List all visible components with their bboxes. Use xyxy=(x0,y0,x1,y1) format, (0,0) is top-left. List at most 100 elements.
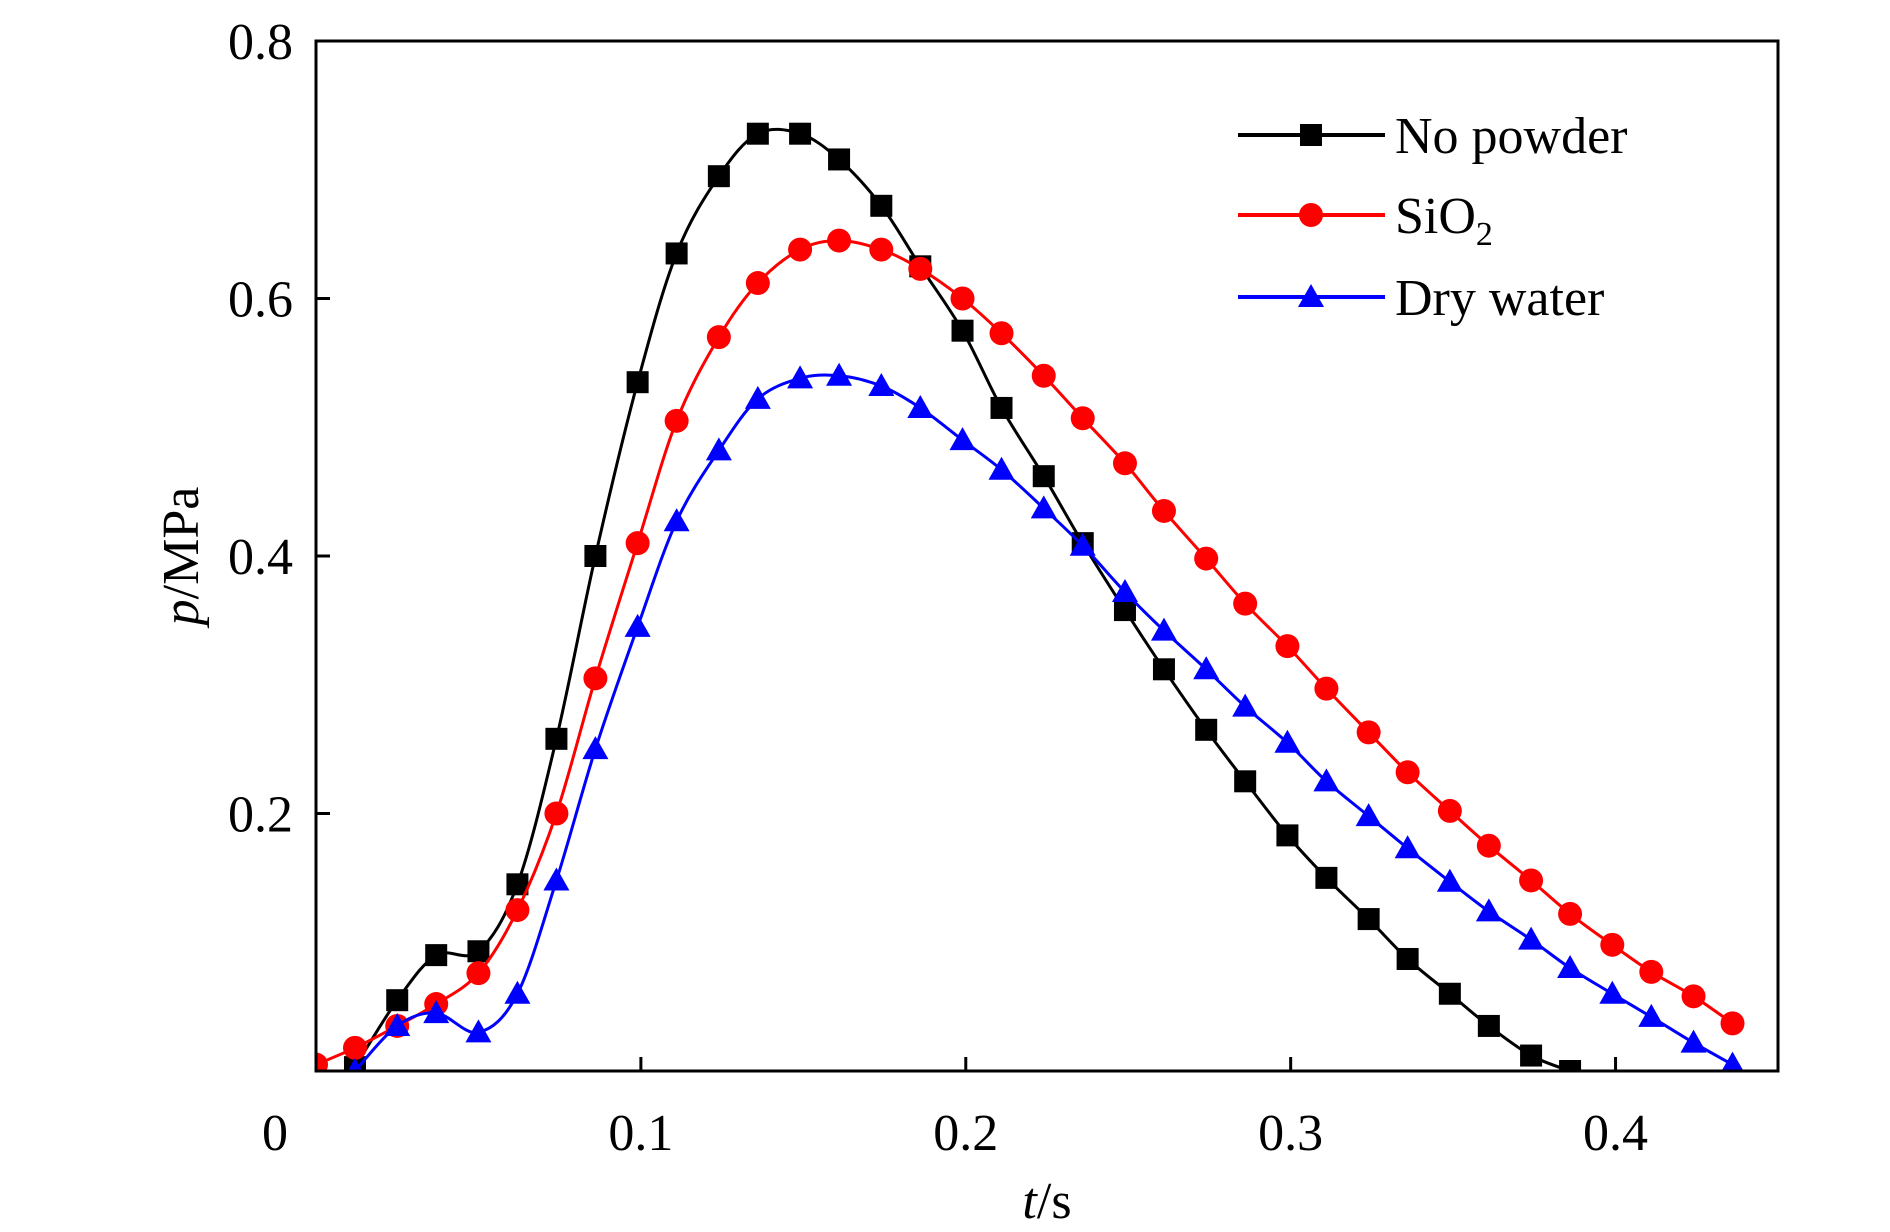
data-point-sio2-24 xyxy=(1275,634,1300,659)
x-tick-label-0: 0 xyxy=(262,1105,288,1162)
data-point-no-powder-22 xyxy=(1234,770,1257,793)
data-point-no-powder-20 xyxy=(1152,658,1175,681)
data-point-sio2-12 xyxy=(788,237,813,262)
y-tick-label-3: 0.8 xyxy=(228,14,293,71)
data-point-no-powder-9 xyxy=(707,165,730,188)
series-sio2 xyxy=(316,228,1745,1071)
legend: No powder SiO2 Dry water xyxy=(1238,108,1628,327)
data-point-no-powder-1 xyxy=(386,989,409,1012)
x-axis-label-unit: /s xyxy=(1037,1173,1072,1230)
data-point-sio2-23 xyxy=(1233,591,1258,616)
data-point-sio2-8 xyxy=(625,531,650,556)
data-point-no-powder-8 xyxy=(665,242,688,265)
x-axis-label: t/s xyxy=(1022,1173,1071,1230)
data-point-dry-water-11 xyxy=(787,365,814,389)
data-point-sio2-31 xyxy=(1558,901,1583,926)
x-tick-label-3: 0.3 xyxy=(1258,1105,1323,1162)
data-point-no-powder-4 xyxy=(506,873,529,896)
data-point-no-powder-11 xyxy=(789,122,812,145)
data-point-sio2-20 xyxy=(1112,451,1137,476)
data-point-sio2-16 xyxy=(950,286,975,311)
data-point-sio2-14 xyxy=(869,237,894,262)
legend-label-no-powder: No powder xyxy=(1395,108,1628,165)
data-point-sio2-26 xyxy=(1356,720,1381,745)
data-point-sio2-5 xyxy=(505,898,530,923)
data-point-no-powder-28 xyxy=(1477,1014,1500,1037)
data-point-sio2-29 xyxy=(1476,833,1501,858)
data-point-sio2-27 xyxy=(1395,760,1420,785)
data-point-sio2-17 xyxy=(989,321,1014,346)
data-point-dry-water-31 xyxy=(1599,980,1626,1004)
data-point-sio2-21 xyxy=(1151,498,1176,523)
data-point-dry-water-24 xyxy=(1313,768,1340,792)
data-point-sio2-0 xyxy=(316,1052,328,1071)
data-point-sio2-30 xyxy=(1519,868,1544,893)
y-axis-label-var: p xyxy=(153,599,210,629)
data-point-dry-water-3 xyxy=(465,1019,492,1043)
data-point-dry-water-15 xyxy=(949,427,976,451)
data-point-dry-water-28 xyxy=(1475,898,1502,922)
ticks-layer: 0 0.1 0.2 0.3 0.4 0.2 0.4 0.6 0.8 xyxy=(228,14,1648,1162)
data-point-sio2-13 xyxy=(827,228,852,253)
data-point-dry-water-26 xyxy=(1394,835,1421,859)
data-point-dry-water-20 xyxy=(1150,617,1177,641)
series-dry-water xyxy=(347,362,1744,1071)
data-point-no-powder-19 xyxy=(1113,599,1136,622)
data-point-dry-water-30 xyxy=(1557,955,1584,978)
plot-area xyxy=(316,122,1745,1071)
y-axis-label: p/MPa xyxy=(153,487,210,630)
data-point-no-powder-23 xyxy=(1276,824,1299,847)
data-point-dry-water-18 xyxy=(1069,532,1096,556)
data-point-sio2-7 xyxy=(583,666,608,691)
data-point-dry-water-29 xyxy=(1518,926,1545,950)
x-axis-label-var: t xyxy=(1022,1173,1038,1230)
data-point-no-powder-5 xyxy=(545,727,568,750)
data-point-no-powder-25 xyxy=(1357,908,1380,931)
data-point-no-powder-2 xyxy=(425,944,448,967)
data-point-dry-water-14 xyxy=(907,394,934,418)
data-point-dry-water-25 xyxy=(1355,803,1382,827)
data-point-dry-water-0 xyxy=(347,1058,363,1071)
y-axis-label-unit: /MPa xyxy=(153,487,210,600)
data-point-dry-water-23 xyxy=(1274,729,1301,753)
data-point-no-powder-10 xyxy=(746,122,769,145)
data-point-dry-water-10 xyxy=(744,385,771,409)
data-point-dry-water-12 xyxy=(826,362,853,386)
legend-marker-sio2 xyxy=(1299,203,1323,227)
data-point-no-powder-15 xyxy=(951,319,974,342)
data-point-dry-water-34 xyxy=(1721,1051,1744,1071)
data-point-dry-water-7 xyxy=(624,613,651,637)
data-point-dry-water-4 xyxy=(504,980,531,1004)
data-point-no-powder-24 xyxy=(1315,866,1338,889)
data-point-sio2-18 xyxy=(1031,363,1056,388)
data-point-dry-water-32 xyxy=(1638,1003,1665,1027)
y-tick-label-0: 0.2 xyxy=(228,787,293,844)
data-point-sio2-1 xyxy=(342,1035,367,1060)
legend-item-no-powder: No powder xyxy=(1238,108,1628,165)
data-point-dry-water-16 xyxy=(988,456,1015,480)
data-point-sio2-28 xyxy=(1437,798,1462,823)
data-point-no-powder-17 xyxy=(1032,465,1055,488)
data-point-no-powder-27 xyxy=(1438,982,1461,1005)
legend-marker-no-powder xyxy=(1300,124,1322,146)
data-point-sio2-22 xyxy=(1194,546,1219,571)
data-point-dry-water-5 xyxy=(543,867,570,891)
data-point-sio2-6 xyxy=(544,801,569,826)
x-tick-label-2: 0.2 xyxy=(933,1105,998,1162)
data-point-no-powder-29 xyxy=(1520,1044,1543,1067)
legend-marker-dry-water xyxy=(1298,284,1324,307)
data-point-sio2-32 xyxy=(1600,932,1625,957)
data-point-dry-water-22 xyxy=(1232,693,1259,717)
data-point-sio2-4 xyxy=(466,961,491,986)
series-no-powder xyxy=(343,122,1582,1071)
legend-item-sio2: SiO2 xyxy=(1238,188,1493,253)
data-point-no-powder-13 xyxy=(870,194,893,217)
data-point-no-powder-12 xyxy=(828,148,851,171)
x-tick-label-1: 0.1 xyxy=(608,1105,673,1162)
data-point-sio2-35 xyxy=(1720,1011,1745,1036)
x-tick-label-4: 0.4 xyxy=(1583,1105,1648,1162)
y-tick-label-2: 0.6 xyxy=(228,272,293,329)
data-point-sio2-25 xyxy=(1314,676,1339,701)
